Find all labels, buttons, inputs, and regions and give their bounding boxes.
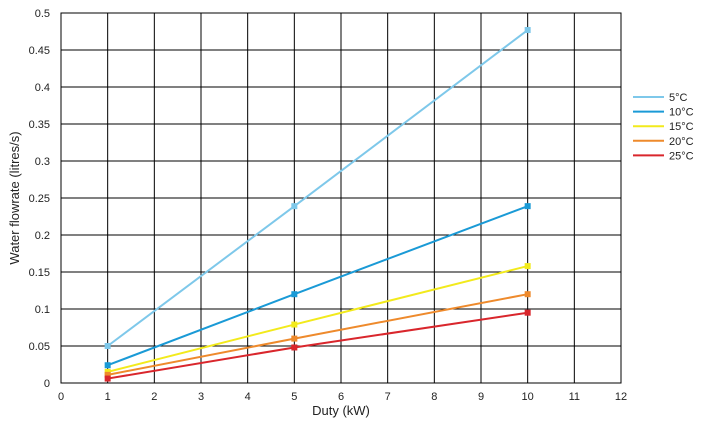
data-point (104, 362, 111, 369)
legend-item: 15°C (633, 121, 694, 133)
legend: 5°C 10°C 15°C 20°C 25°C (633, 92, 694, 162)
series-line (107, 29, 529, 347)
y-tick-label: 0 (44, 378, 50, 390)
legend-item: 10°C (633, 107, 694, 119)
data-point (291, 321, 298, 328)
data-point (291, 291, 298, 298)
y-tick-label: 0.15 (29, 267, 50, 279)
data-point (524, 27, 531, 34)
data-point (104, 343, 111, 349)
y-tick-label: 0.5 (35, 8, 50, 20)
legend-label: 5°C (669, 92, 688, 104)
x-axis-ticks: 0 1 2 3 4 5 6 7 8 9 10 11 12 (58, 391, 627, 403)
legend-label: 10°C (669, 107, 694, 119)
x-tick-label: 10 (522, 391, 534, 403)
data-point (291, 203, 298, 210)
data-point (524, 203, 531, 210)
plot-frame (60, 12, 622, 384)
x-tick-label: 12 (615, 391, 627, 403)
legend-label: 20°C (669, 136, 694, 148)
data-point (291, 344, 298, 351)
y-tick-label: 0.05 (29, 341, 50, 353)
x-tick-label: 3 (198, 391, 204, 403)
legend-item: 25°C (633, 150, 694, 162)
y-tick-label: 0.4 (35, 82, 50, 94)
x-tick-label: 11 (569, 391, 580, 403)
x-tick-label: 2 (151, 391, 157, 403)
data-point (291, 335, 298, 342)
x-tick-label: 6 (338, 391, 344, 403)
y-tick-label: 0.35 (29, 119, 50, 131)
legend-item: 5°C (633, 92, 688, 104)
y-tick-label: 0.45 (29, 45, 50, 57)
series-line (107, 205, 529, 367)
data-point (524, 309, 531, 316)
series-line (107, 293, 528, 376)
x-tick-label: 5 (291, 391, 297, 403)
data-point (104, 371, 111, 378)
x-tick-label: 4 (245, 391, 251, 403)
y-tick-label: 0.1 (35, 304, 50, 316)
y-tick-label: 0.2 (35, 230, 50, 242)
x-tick-label: 7 (385, 391, 391, 403)
x-axis-title: Duty (kW) (312, 403, 370, 418)
y-tick-label: 0.25 (29, 193, 50, 205)
legend-label: 25°C (669, 150, 694, 162)
legend-label: 15°C (669, 121, 694, 133)
series-lines (104, 27, 531, 382)
y-axis-title: Water flowrate (litres/s) (7, 131, 22, 264)
series-line (107, 265, 528, 373)
legend-item: 20°C (633, 136, 694, 148)
x-tick-label: 0 (58, 391, 64, 403)
grid (60, 12, 622, 384)
y-axis-ticks: 0 0.05 0.1 0.15 0.2 0.25 0.3 0.35 0.4 0.45 0.5 (29, 8, 50, 390)
data-point (104, 375, 111, 382)
data-point (524, 291, 531, 298)
x-tick-label: 8 (431, 391, 437, 403)
data-point (524, 263, 531, 270)
x-tick-label: 1 (105, 391, 111, 403)
y-tick-label: 0.3 (35, 156, 50, 168)
x-tick-label: 9 (478, 391, 484, 403)
